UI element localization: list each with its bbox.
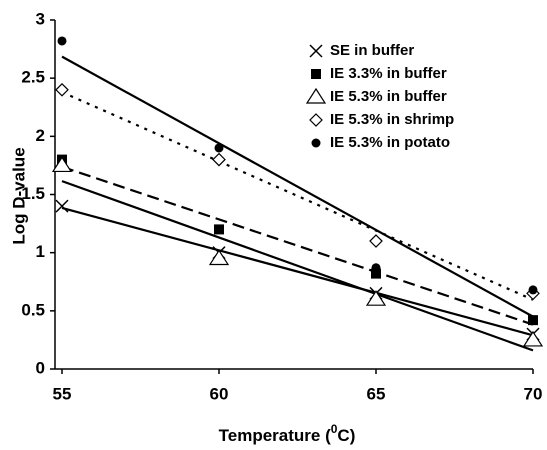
y-tick-label: 3 — [36, 9, 45, 28]
marker — [528, 285, 538, 295]
trend-line — [61, 55, 534, 318]
trend-line — [61, 206, 534, 337]
legend-marker — [309, 113, 323, 127]
legend-marker — [309, 44, 323, 58]
y-tick-label: 2.5 — [21, 68, 45, 87]
marker — [212, 152, 226, 167]
legend-label: IE 3.3% in buffer — [330, 65, 447, 82]
legend-label: SE in buffer — [330, 42, 414, 59]
legend-marker — [311, 69, 321, 79]
x-tick-label: 70 — [524, 384, 543, 403]
legend-label: IE 5.3% in potato — [330, 134, 450, 151]
marker — [522, 330, 544, 347]
trend-line — [61, 91, 534, 301]
legend-marker — [311, 138, 321, 148]
x-axis-label: Temperature (0C) — [219, 422, 356, 445]
y-tick-label: 0.5 — [21, 300, 45, 319]
y-axis-label: Log D-value — [9, 147, 28, 244]
marker — [371, 268, 381, 279]
marker — [57, 36, 67, 46]
marker — [214, 143, 224, 153]
legend-marker — [305, 87, 327, 104]
marker — [55, 82, 69, 97]
marker — [51, 156, 73, 173]
marker — [208, 249, 230, 266]
marker — [369, 234, 383, 248]
trend-line — [61, 180, 534, 352]
marker — [55, 199, 69, 213]
marker — [311, 138, 321, 148]
marker — [214, 224, 224, 235]
legend-label: IE 5.3% in buffer — [330, 88, 447, 105]
y-tick-label: 0 — [36, 358, 45, 377]
y-tick-label: 1 — [36, 242, 45, 261]
marker — [309, 44, 323, 58]
marker — [528, 315, 538, 326]
marker — [305, 87, 327, 104]
x-tick-label: 55 — [53, 384, 72, 403]
trend-line — [61, 165, 534, 326]
legend: SE in buffer IE 3.3% in buffer IE 5.3% in … — [305, 42, 454, 151]
legend-label: IE 5.3% in shrimp — [330, 111, 454, 128]
marker — [311, 69, 321, 79]
y-tick-label: 2 — [36, 126, 45, 145]
marker — [371, 263, 381, 273]
marker — [309, 113, 323, 127]
marker — [365, 290, 387, 306]
x-tick-label: 65 — [367, 384, 386, 403]
y-tick-label: 1.5 — [21, 184, 45, 203]
x-tick-label: 60 — [210, 384, 229, 403]
